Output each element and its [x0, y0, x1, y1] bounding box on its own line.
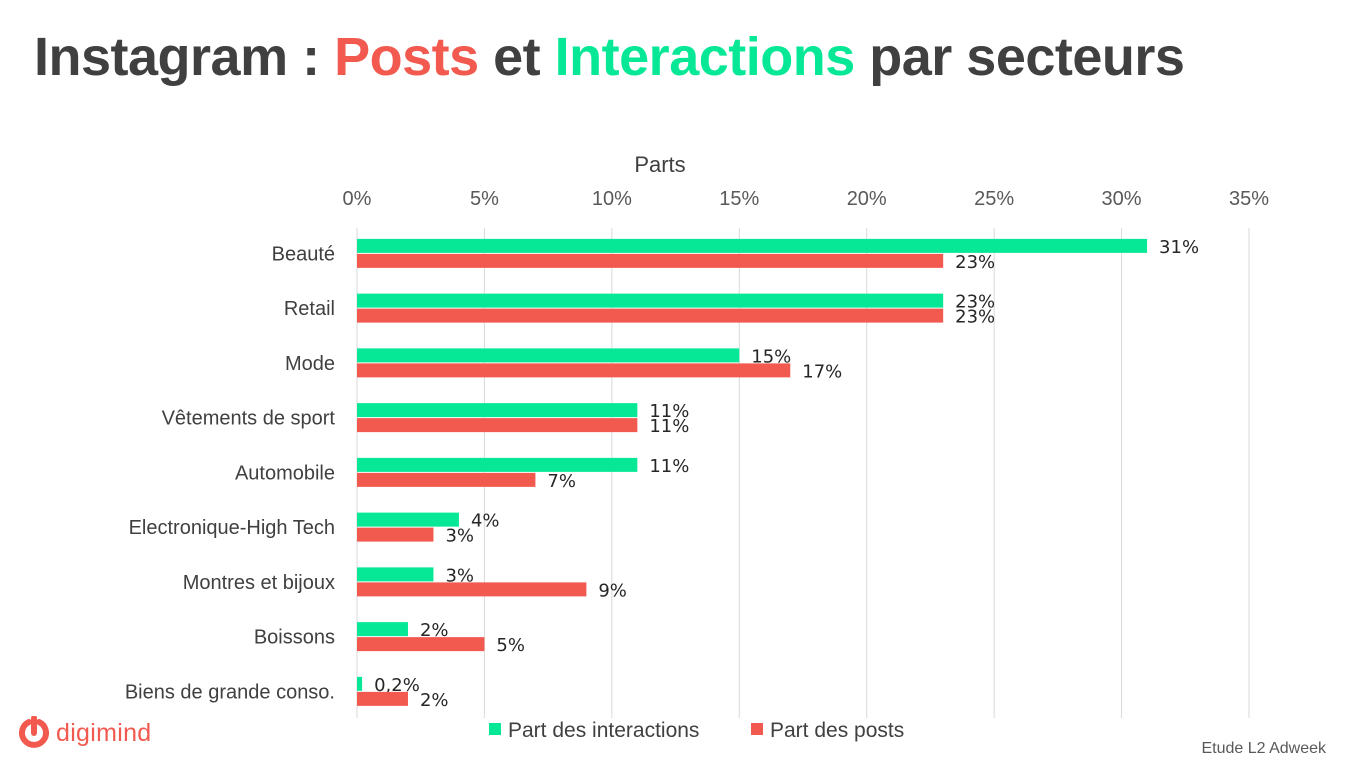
category-label: Mode	[285, 353, 335, 375]
title-part-1: Instagram :	[34, 27, 335, 87]
legend-entry: Part des posts	[770, 719, 904, 742]
data-label: 31%	[1159, 237, 1199, 258]
bar-interactions	[357, 622, 408, 637]
data-label: 9%	[598, 580, 627, 601]
x-tick-label: 0%	[343, 188, 372, 210]
data-label: 5%	[496, 635, 525, 656]
x-tick-label: 25%	[974, 188, 1014, 210]
data-label: 2%	[420, 620, 449, 641]
bar-interactions	[357, 567, 434, 582]
category-label: Retail	[284, 298, 335, 320]
category-label: Electronique-High Tech	[129, 517, 335, 539]
digimind-logo-icon	[19, 716, 49, 748]
category-label: Vêtements de sport	[162, 408, 336, 430]
title-interactions: Interactions	[554, 27, 856, 87]
page-title: Instagram : Posts et Interactions par se…	[34, 26, 1185, 88]
x-tick-label: 35%	[1229, 188, 1269, 210]
legend-swatch	[751, 723, 763, 735]
data-label: 23%	[955, 307, 995, 328]
title-posts: Posts	[334, 27, 479, 87]
legend-swatch	[489, 723, 501, 735]
data-label: 17%	[802, 361, 842, 382]
category-label: Beauté	[272, 243, 335, 265]
data-label: 23%	[955, 252, 995, 273]
bar-interactions	[357, 403, 638, 418]
bar-interactions	[357, 348, 740, 363]
legend-entry: Part des interactions	[508, 719, 699, 742]
bar-posts	[357, 253, 944, 268]
data-label: 2%	[420, 690, 449, 711]
category-label: Automobile	[235, 462, 335, 484]
data-label: 11%	[649, 401, 689, 422]
bar-posts	[357, 582, 587, 597]
data-label: 3%	[445, 565, 474, 586]
bar-posts	[357, 363, 791, 378]
bar-interactions	[357, 293, 944, 308]
category-label: Biens de grande conso.	[125, 681, 335, 703]
category-label: Montres et bijoux	[183, 572, 335, 594]
bar-posts	[357, 308, 944, 323]
bar-interactions	[357, 457, 638, 472]
bar-posts	[357, 472, 536, 487]
x-axis-label: Parts	[634, 152, 685, 177]
x-tick-label: 30%	[1102, 188, 1142, 210]
bar-posts	[357, 637, 485, 652]
bar-interactions	[357, 512, 459, 527]
data-label: 0,2%	[374, 675, 420, 696]
data-label: 23%	[955, 292, 995, 313]
data-label: 11%	[649, 456, 689, 477]
title-end: par secteurs	[854, 27, 1185, 87]
x-tick-label: 20%	[847, 188, 887, 210]
x-tick-label: 15%	[719, 188, 759, 210]
data-label: 4%	[471, 511, 500, 532]
category-label: Boissons	[254, 627, 335, 649]
bar-interactions	[357, 238, 1148, 253]
logo-text: digimind	[56, 718, 152, 747]
data-label: 3%	[445, 526, 474, 547]
bar-posts	[357, 527, 434, 542]
x-tick-label: 10%	[592, 188, 632, 210]
data-label: 11%	[649, 416, 689, 437]
x-tick-label: 5%	[470, 188, 499, 210]
data-label: 7%	[547, 471, 576, 492]
bar-posts	[357, 418, 638, 433]
digimind-logo: digimind	[18, 716, 152, 750]
title-mid: et	[478, 27, 555, 87]
bar-posts	[357, 691, 408, 706]
source-note: Etude L2 Adweek	[1201, 740, 1326, 757]
data-label: 15%	[751, 346, 791, 367]
bar-interactions	[357, 676, 363, 691]
